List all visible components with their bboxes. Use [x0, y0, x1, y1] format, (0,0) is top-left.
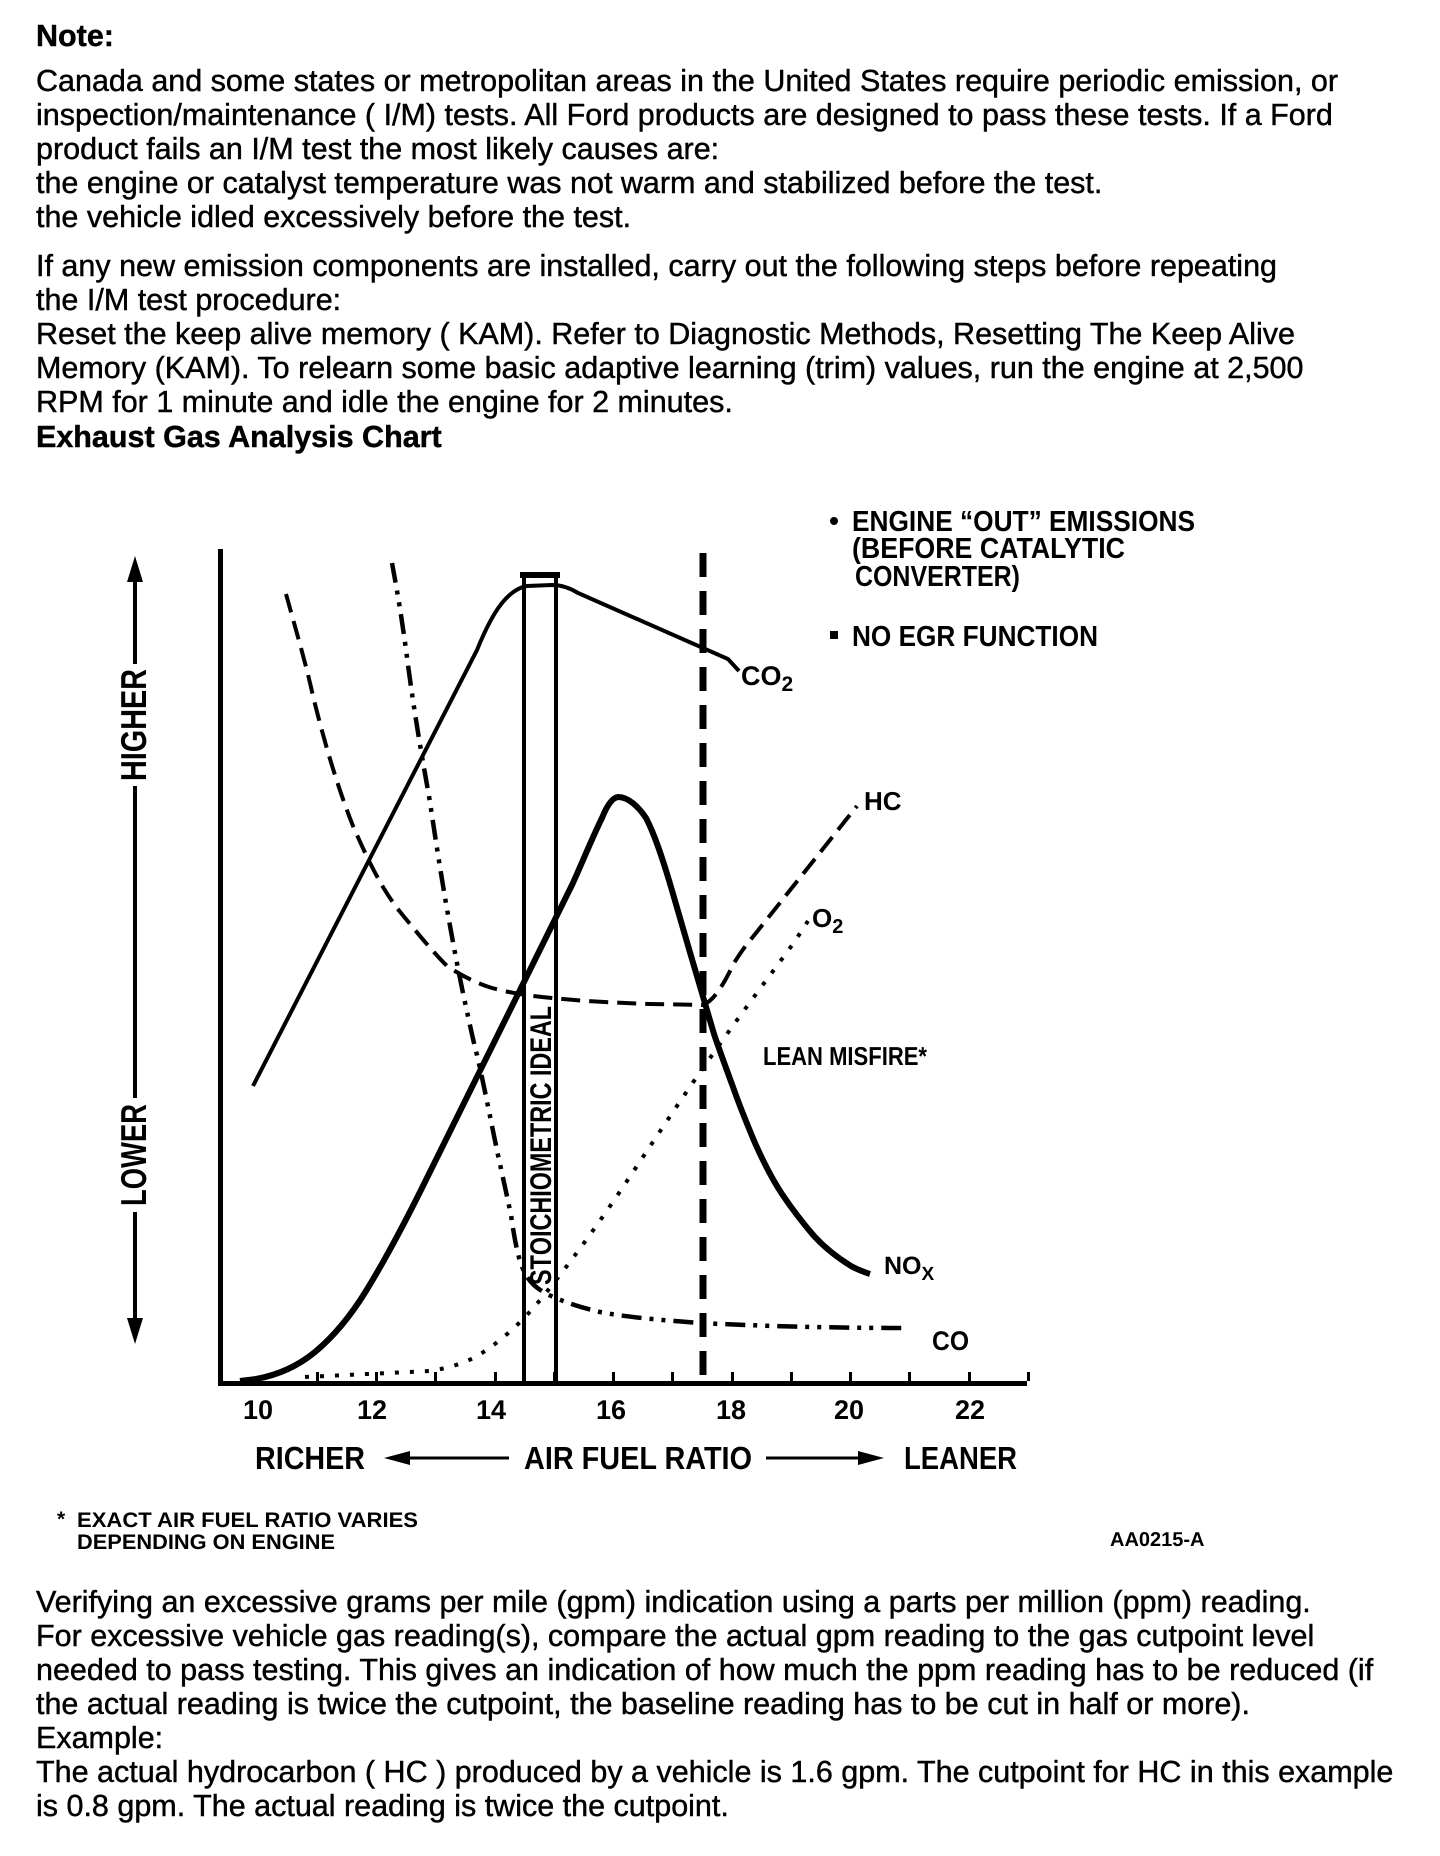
svg-text:*: *	[57, 1508, 66, 1531]
svg-text:NOX: NOX	[884, 1252, 935, 1285]
svg-text:AIR FUEL RATIO: AIR FUEL RATIO	[524, 1440, 752, 1476]
svg-text:22: 22	[955, 1395, 985, 1425]
svg-text:NO EGR FUNCTION: NO EGR FUNCTION	[852, 621, 1098, 653]
svg-text:(BEFORE CATALYTIC: (BEFORE CATALYTIC	[852, 533, 1125, 565]
svg-text:LEAN MISFIRE*: LEAN MISFIRE*	[763, 1041, 928, 1071]
svg-text:20: 20	[834, 1395, 864, 1425]
svg-text:18: 18	[716, 1395, 746, 1425]
svg-text:CO: CO	[932, 1326, 969, 1356]
svg-text:16: 16	[596, 1395, 626, 1425]
svg-text:O2: O2	[812, 903, 843, 938]
svg-text:12: 12	[357, 1395, 387, 1425]
svg-text:HC: HC	[864, 786, 902, 816]
svg-text:AA0215-A: AA0215-A	[1110, 1529, 1204, 1551]
svg-text:RICHER: RICHER	[255, 1440, 365, 1476]
svg-text:14: 14	[476, 1395, 506, 1425]
svg-text:ENGINE “OUT” EMISSIONS: ENGINE “OUT” EMISSIONS	[852, 506, 1195, 538]
svg-text:CONVERTER): CONVERTER)	[855, 561, 1020, 593]
svg-text:10: 10	[243, 1395, 273, 1425]
svg-text:EXACT AIR FUEL RATIO VARIES: EXACT AIR FUEL RATIO VARIES	[77, 1509, 418, 1532]
svg-text:LEANER: LEANER	[904, 1440, 1017, 1476]
svg-text:CO2: CO2	[741, 661, 793, 696]
svg-text:DEPENDING ON ENGINE: DEPENDING ON ENGINE	[77, 1531, 335, 1554]
